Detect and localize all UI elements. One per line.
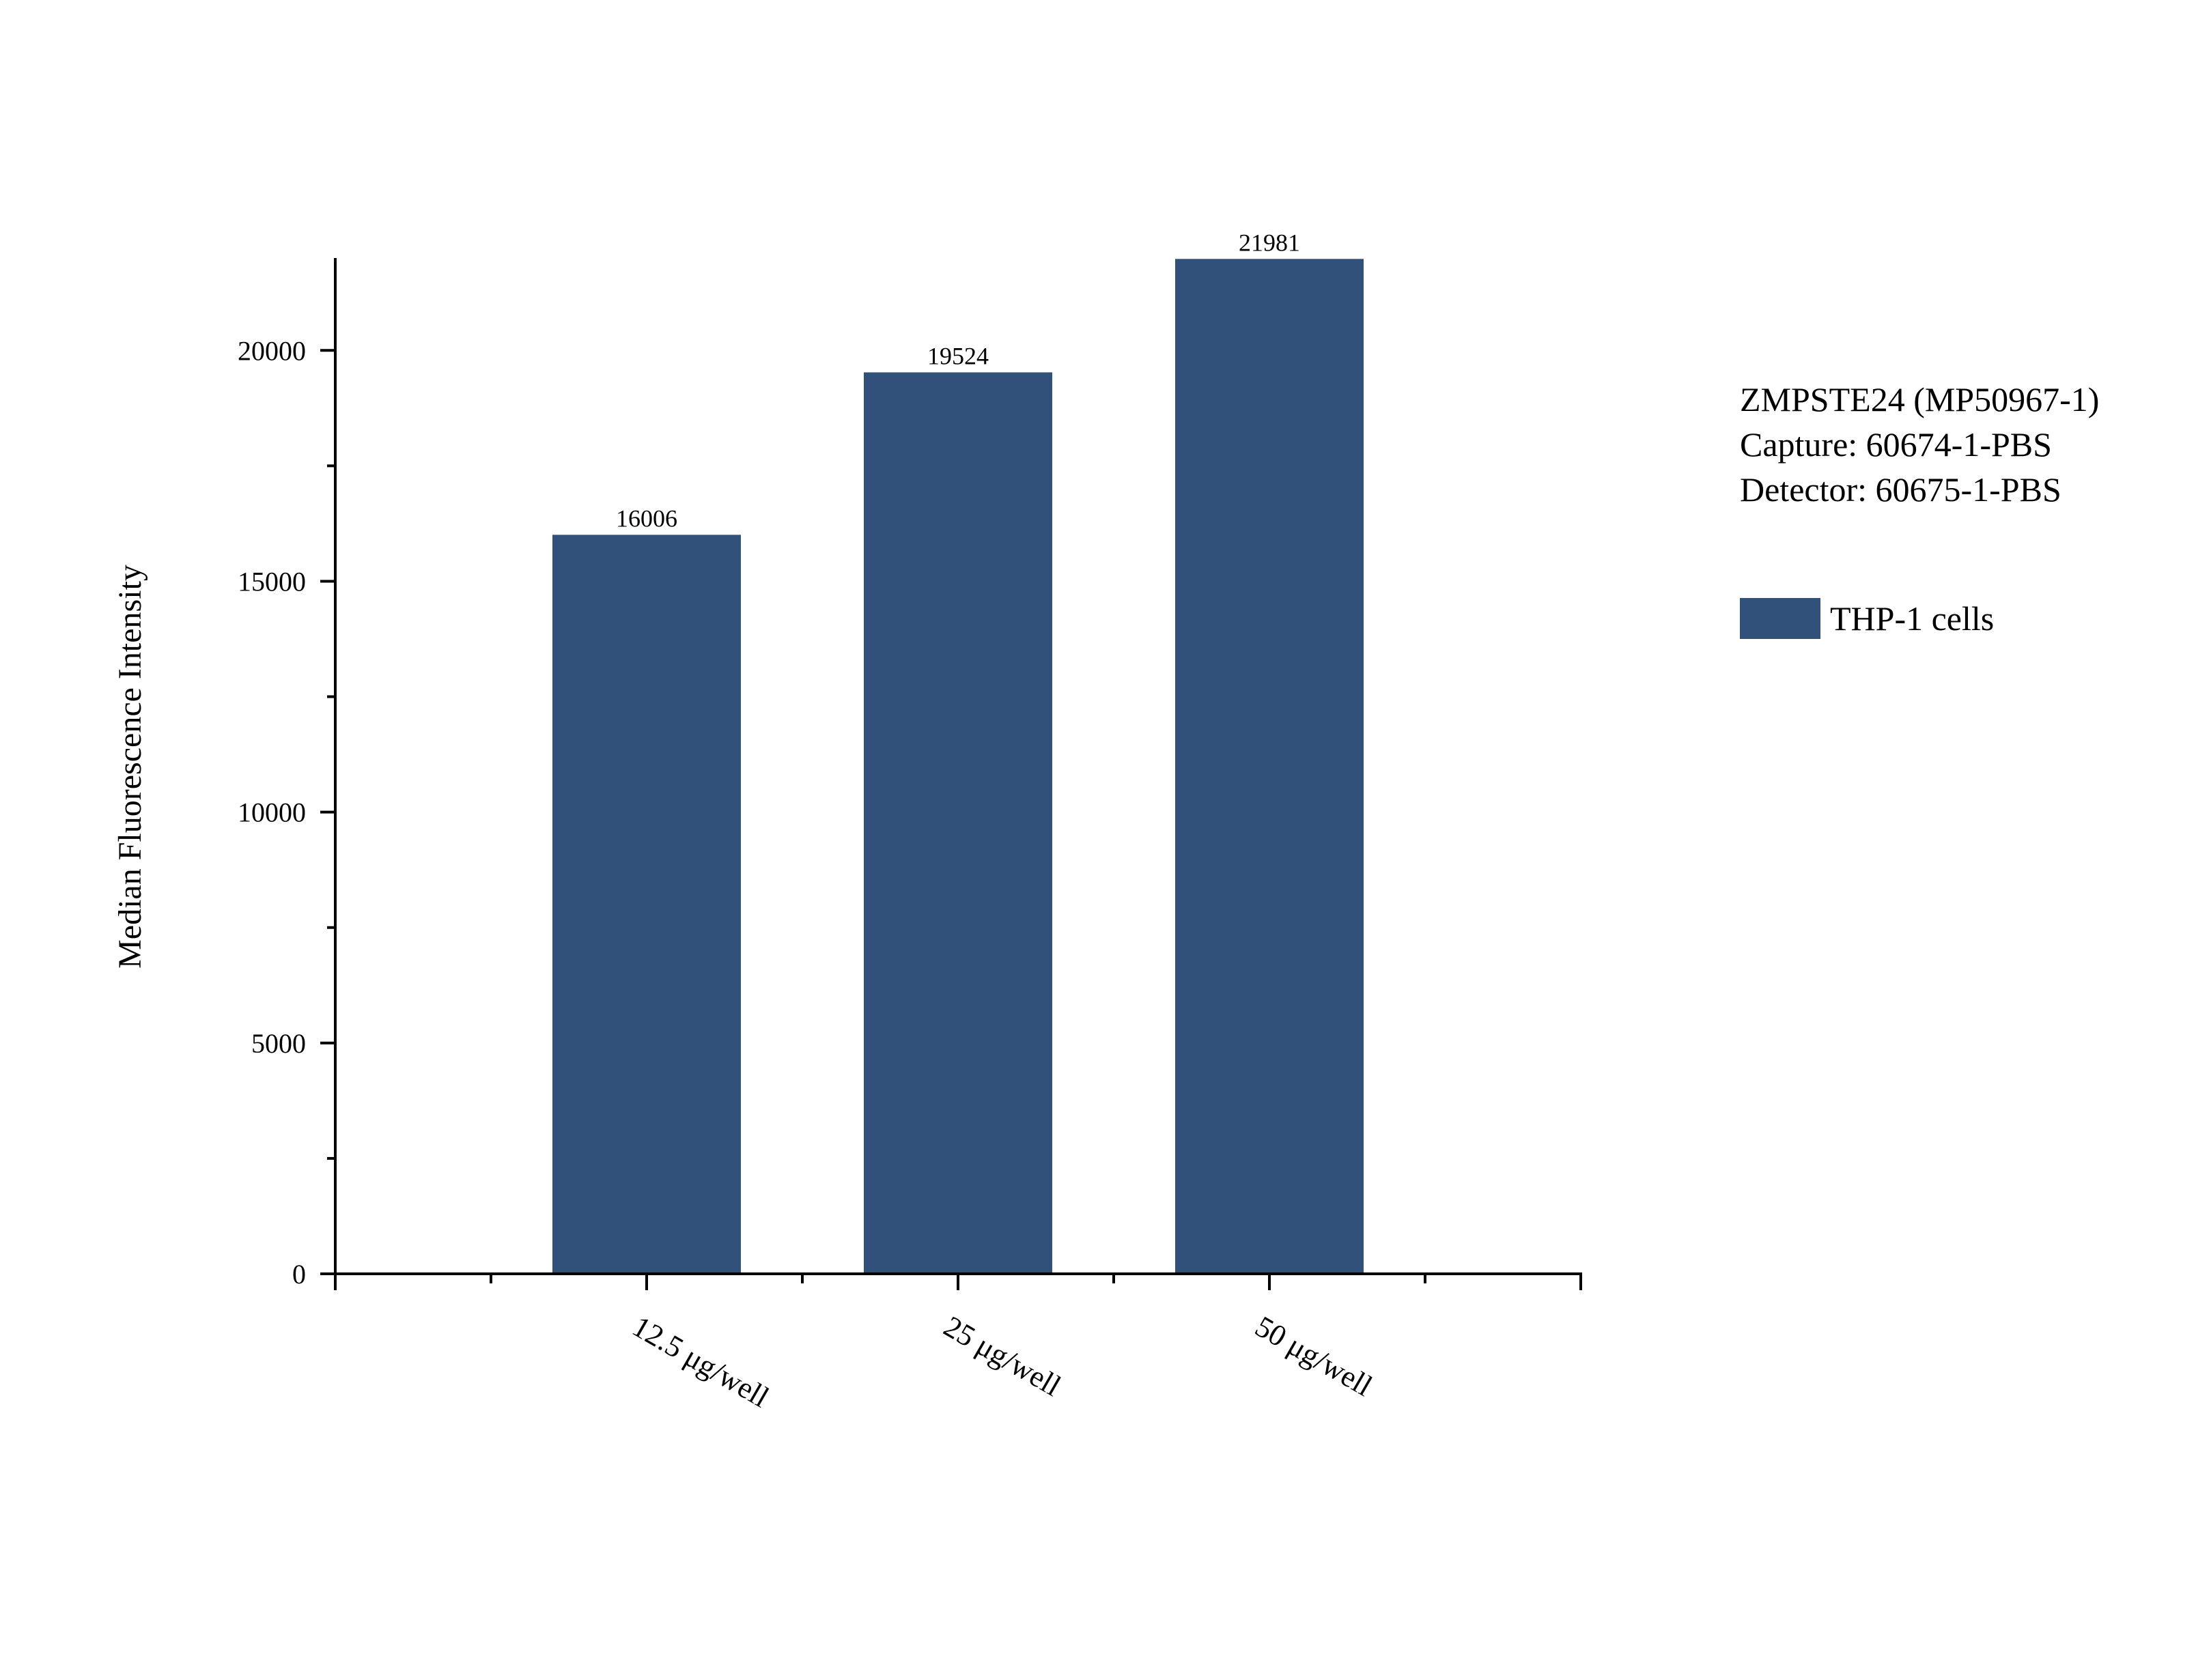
info-panel: ZMPSTE24 (MP50967-1) Capture: 60674-1-PB…	[1740, 377, 2099, 512]
y-tick-label: 0	[292, 1259, 306, 1290]
bar-value-label: 16006	[616, 504, 677, 532]
x-tick-label: 50 μg/well	[1250, 1309, 1378, 1403]
y-tick-label: 15000	[238, 566, 306, 597]
y-tick-label: 20000	[238, 335, 306, 366]
bar-value-label: 21981	[1239, 229, 1300, 256]
data-labels-layer: 16006 19524 21981	[616, 229, 1300, 532]
legend-label: THP-1 cells	[1830, 599, 1995, 638]
y-tick-label: 5000	[251, 1028, 306, 1059]
y-axis-title: Median Fluorescence Intensity	[112, 565, 148, 969]
bar-value-label: 19524	[927, 342, 989, 369]
legend: THP-1 cells	[1740, 598, 1994, 639]
y-ticks-layer: 0 5000 10000 15000 20000	[238, 335, 335, 1290]
x-tick-label: 12.5 μg/well	[627, 1309, 774, 1414]
info-detector-line: Detector: 60675-1-PBS	[1740, 470, 2061, 509]
bar-2	[864, 372, 1052, 1274]
x-ticks-layer: 12.5 μg/well 25 μg/well 50 μg/well	[334, 1274, 1582, 1414]
bar-1	[552, 535, 741, 1274]
info-capture-line: Capture: 60674-1-PBS	[1740, 425, 2052, 464]
x-tick-label: 25 μg/well	[938, 1309, 1067, 1403]
bar-3	[1175, 259, 1364, 1274]
info-antibody-line: ZMPSTE24 (MP50967-1)	[1740, 380, 2100, 418]
legend-swatch	[1740, 598, 1820, 639]
bars-layer	[552, 259, 1364, 1274]
y-tick-label: 10000	[238, 797, 306, 828]
